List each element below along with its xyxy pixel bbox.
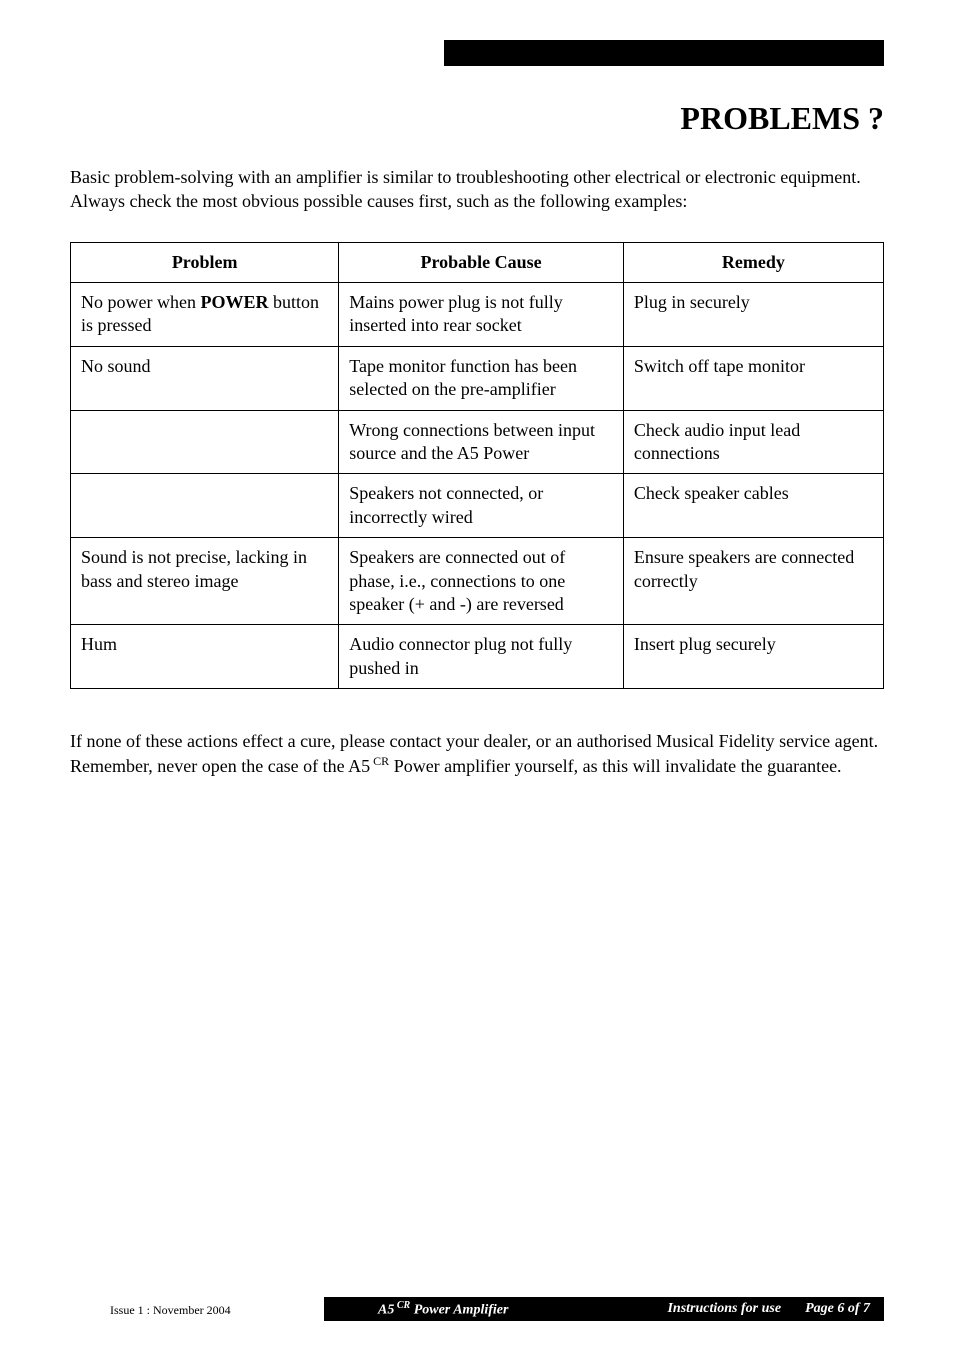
table-cell-cause: Audio connector plug not fully pushed in: [339, 625, 624, 689]
table-cell-remedy: Ensure speakers are connected correctly: [623, 538, 883, 625]
table-cell-remedy: Check audio input lead connections: [623, 410, 883, 474]
superscript-cr: CR: [394, 1300, 410, 1311]
table-cell-problem: [71, 474, 339, 538]
page: PROBLEMS ? Basic problem-solving with an…: [0, 0, 954, 1351]
text: A5: [378, 1302, 394, 1317]
problems-table: Problem Probable Cause Remedy No power w…: [70, 242, 884, 689]
intro-paragraph: Basic problem-solving with an amplifier …: [70, 165, 884, 214]
table-cell-remedy: Insert plug securely: [623, 625, 883, 689]
table-cell-problem: No sound: [71, 346, 339, 410]
table-cell-problem: No power when POWER button is pressed: [71, 282, 339, 346]
table-cell-remedy: Plug in securely: [623, 282, 883, 346]
table-cell-problem: [71, 410, 339, 474]
table-row: Hum Audio connector plug not fully pushe…: [71, 625, 884, 689]
table-cell-remedy: Switch off tape monitor: [623, 346, 883, 410]
text-bold: POWER: [200, 292, 268, 312]
page-title: PROBLEMS ?: [70, 100, 884, 137]
table-row: Sound is not precise, lacking in bass an…: [71, 538, 884, 625]
footer-issue-text: Issue 1 : November 2004: [110, 1303, 231, 1318]
footer-instructions-label: Instructions for use: [667, 1301, 781, 1317]
table-row: Wrong connections between input source a…: [71, 410, 884, 474]
footer-page-number: Page 6 of 7: [805, 1301, 870, 1317]
table-cell-problem: Sound is not precise, lacking in bass an…: [71, 538, 339, 625]
table-cell-remedy: Check speaker cables: [623, 474, 883, 538]
table-cell-cause: Tape monitor function has been selected …: [339, 346, 624, 410]
text: Power amplifier yourself, as this will i…: [389, 756, 841, 776]
table-cell-problem: Hum: [71, 625, 339, 689]
table-cell-cause: Speakers are connected out of phase, i.e…: [339, 538, 624, 625]
table-header-remedy: Remedy: [623, 242, 883, 282]
footer-product-name: A5 CR Power Amplifier: [378, 1300, 508, 1319]
table-header-problem: Problem: [71, 242, 339, 282]
text: Power Amplifier: [410, 1302, 508, 1317]
superscript-cr: CR: [370, 754, 389, 768]
table-row: No power when POWER button is pressed Ma…: [71, 282, 884, 346]
table-header-cause: Probable Cause: [339, 242, 624, 282]
page-footer: Issue 1 : November 2004 A5 CR Power Ampl…: [70, 1297, 884, 1321]
table-cell-cause: Wrong connections between input source a…: [339, 410, 624, 474]
table-cell-cause: Mains power plug is not fully inserted i…: [339, 282, 624, 346]
table-cell-cause: Speakers not connected, or incorrectly w…: [339, 474, 624, 538]
table-row: No sound Tape monitor function has been …: [71, 346, 884, 410]
header-black-bar: [444, 40, 884, 66]
closing-note: If none of these actions effect a cure, …: [70, 729, 884, 779]
table-header-row: Problem Probable Cause Remedy: [71, 242, 884, 282]
table-row: Speakers not connected, or incorrectly w…: [71, 474, 884, 538]
footer-black-bar: A5 CR Power Amplifier Instructions for u…: [324, 1297, 884, 1321]
text: No power when: [81, 292, 200, 312]
